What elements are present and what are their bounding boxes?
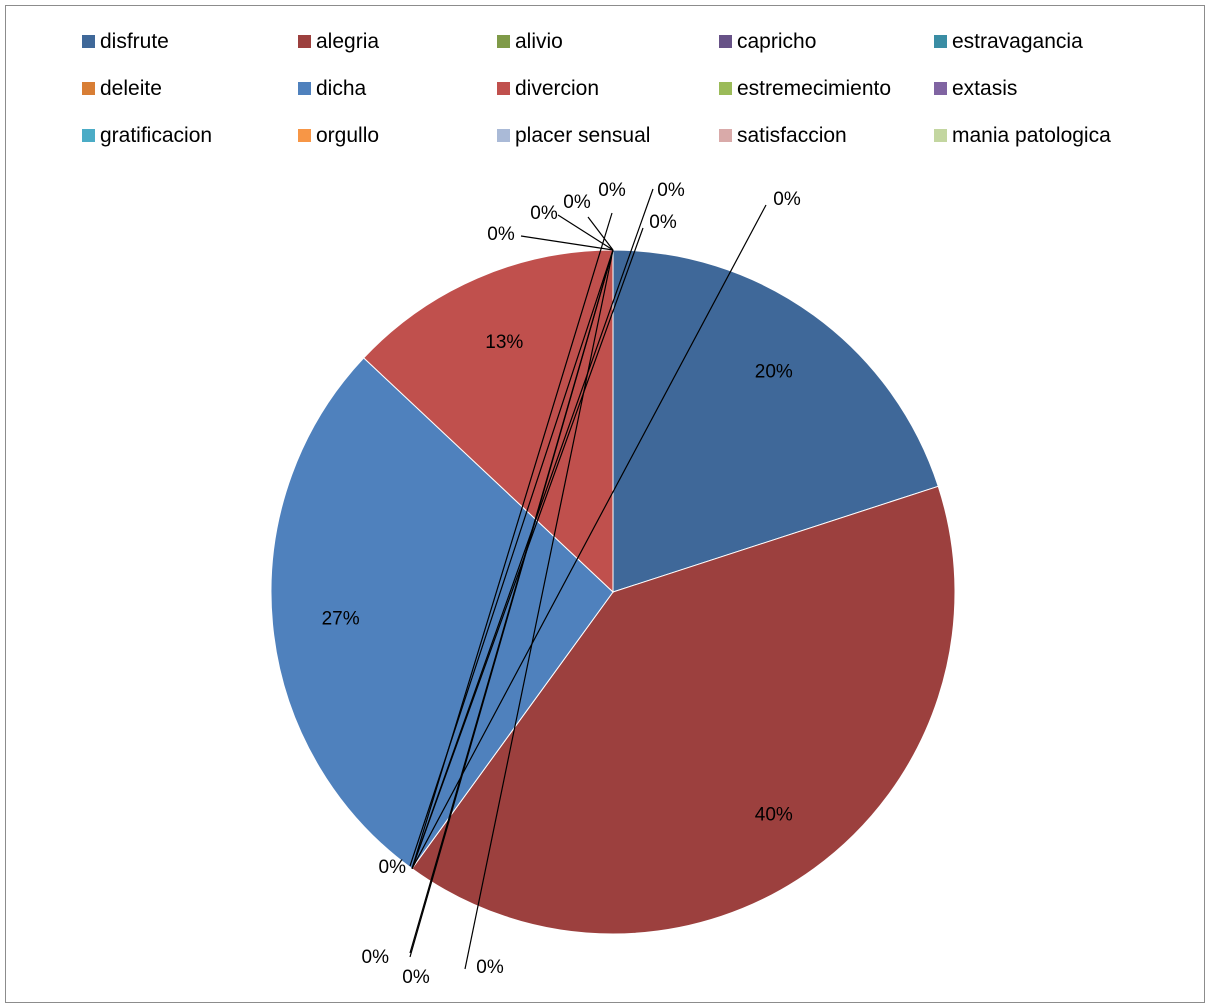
legend-label: capricho	[737, 30, 816, 53]
legend-item-estravagancia: estravagancia	[934, 30, 1083, 53]
data-label-alivio: 0%	[773, 189, 801, 210]
legend-label: orgullo	[316, 124, 379, 147]
legend-swatch	[719, 82, 732, 95]
data-label-estremecimiento: 0%	[379, 857, 407, 878]
legend-item-estremecimiento: estremecimiento	[719, 77, 891, 100]
data-label-alegria: 40%	[755, 804, 793, 825]
legend-item-divercion: divercion	[497, 77, 599, 100]
legend-swatch	[719, 35, 732, 48]
legend-label: disfrute	[100, 30, 169, 53]
legend-swatch	[298, 82, 311, 95]
data-label-capricho: 0%	[649, 212, 677, 233]
legend-item-orgullo: orgullo	[298, 124, 379, 147]
data-label-mania-patologica: 0%	[563, 192, 591, 213]
leader-line-placer-sensual	[521, 236, 613, 250]
legend-swatch	[82, 129, 95, 142]
legend-label: deleite	[100, 77, 162, 100]
legend-label: placer sensual	[515, 124, 650, 147]
legend-item-extasis: extasis	[934, 77, 1017, 100]
data-label-gratificacion: 0%	[362, 947, 390, 968]
legend-label: gratificacion	[100, 124, 212, 147]
legend-item-deleite: deleite	[82, 77, 162, 100]
pie-chart: disfrute alegria alivio capricho estravaganc…	[6, 6, 1204, 1002]
legend-swatch	[934, 82, 947, 95]
legend-swatch	[934, 129, 947, 142]
legend-swatch	[82, 82, 95, 95]
pie-slices	[271, 250, 955, 934]
legend-label: mania patologica	[952, 124, 1111, 147]
legend: disfrute alegria alivio capricho estravaganc…	[82, 30, 1111, 147]
legend-label: divercion	[515, 77, 599, 100]
legend-label: dicha	[316, 77, 367, 100]
legend-swatch	[298, 129, 311, 142]
data-label-estravagancia: 0%	[657, 180, 685, 201]
data-label-disfrute: 20%	[755, 362, 793, 383]
legend-swatch	[719, 129, 732, 142]
legend-item-alivio: alivio	[497, 30, 563, 53]
legend-label: alivio	[515, 30, 563, 53]
legend-item-capricho: capricho	[719, 30, 816, 53]
legend-label: alegria	[316, 30, 379, 53]
data-label-extasis: 0%	[402, 967, 430, 988]
legend-item-alegria: alegria	[298, 30, 379, 53]
legend-item-gratificacion: gratificacion	[82, 124, 212, 147]
legend-swatch	[497, 129, 510, 142]
legend-item-mania-patologica: mania patologica	[934, 124, 1111, 147]
legend-item-disfrute: disfrute	[82, 30, 169, 53]
data-label-deleite: 0%	[598, 180, 626, 201]
legend-swatch	[298, 35, 311, 48]
legend-label: extasis	[952, 77, 1017, 100]
legend-swatch	[82, 35, 95, 48]
legend-swatch	[497, 82, 510, 95]
data-label-placer-sensual: 0%	[487, 224, 515, 245]
data-label-dicha: 27%	[322, 609, 360, 630]
leader-line-satisfaccion	[558, 215, 613, 250]
legend-item-satisfaccion: satisfaccion	[719, 124, 847, 147]
legend-label: estravagancia	[952, 30, 1083, 53]
legend-swatch	[497, 35, 510, 48]
legend-label: estremecimiento	[737, 77, 891, 100]
legend-item-dicha: dicha	[298, 77, 367, 100]
data-label-satisfaccion: 0%	[530, 203, 558, 224]
data-label-divercion: 13%	[485, 332, 523, 353]
legend-label: satisfaccion	[737, 124, 847, 147]
chart-area: disfrute alegria alivio capricho estravaganc…	[5, 5, 1205, 1003]
data-label-orgullo: 0%	[476, 957, 504, 978]
legend-item-placer-sensual: placer sensual	[497, 124, 650, 147]
legend-swatch	[934, 35, 947, 48]
